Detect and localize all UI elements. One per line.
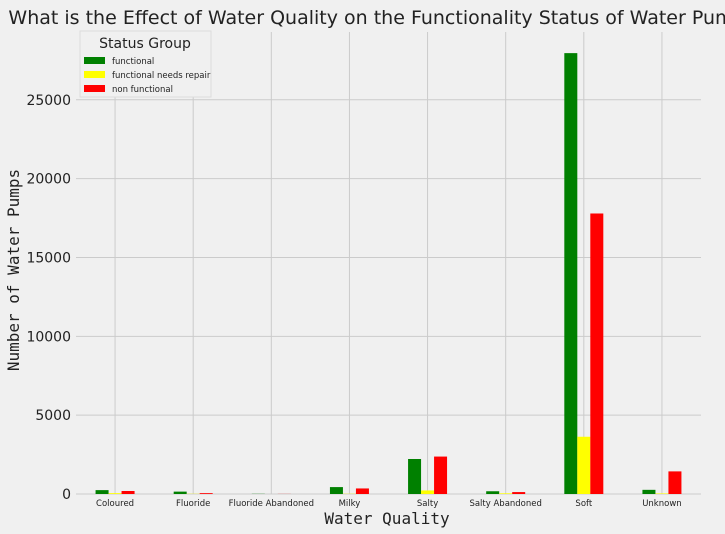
bar-functional [564,53,578,495]
legend-label: functional [112,57,154,67]
bar-functional [329,487,343,494]
x-tick-label: Unknown [642,499,681,509]
bars [95,53,682,495]
bar-functional [486,491,500,494]
legend-label: non functional [112,85,173,95]
bar-non-functional [121,491,135,494]
bar-functional-needs-repair [499,493,513,494]
x-tick-label: Coloured [96,499,134,509]
x-tick-label: Salty Abandoned [469,499,541,509]
legend: Status Group functional functional needs … [79,30,212,98]
chart-title: What is the Effect of Water Quality on t… [8,7,725,29]
y-tick-label: 15000 [26,250,71,266]
x-tick-label: Milky [339,499,361,509]
x-tick-label: Fluoride [176,499,210,509]
x-axis-label: Water Quality [324,509,450,528]
legend-label: functional needs repair [112,71,211,81]
bar-functional-needs-repair [421,490,435,494]
legend-swatch [84,71,105,78]
bar-functional [642,489,656,494]
bar-non-functional [434,456,448,494]
bar-non-functional [355,488,369,494]
x-axis: Coloured Fluoride Fluoride Abandoned Milky S… [96,499,682,509]
y-tick-label: 5000 [35,408,71,424]
legend-title: Status Group [99,36,191,52]
x-tick-label: Fluoride Abandoned [229,499,314,509]
bar-functional [95,490,109,494]
bar-functional [408,458,422,494]
y-tick-label: 25000 [26,93,71,109]
bar-non-functional [512,492,526,494]
bar-non-functional [590,213,604,494]
bar-non-functional [199,493,213,494]
y-tick-label: 0 [62,487,71,503]
legend-swatch [84,85,105,92]
bar-functional-needs-repair [577,436,591,494]
y-axis: 0 5000 10000 15000 20000 25000 [26,93,71,503]
x-tick-label: Soft [575,499,592,509]
y-tick-label: 20000 [26,172,71,188]
y-tick-label: 10000 [26,329,71,345]
x-tick-label: Salty [417,499,438,509]
bar-non-functional [668,471,682,494]
y-axis-label: Number of Water Pumps [4,169,23,371]
bar-functional-needs-repair [108,493,122,494]
bar-functional [173,491,187,494]
legend-swatch [84,57,105,64]
grid [76,32,701,495]
bar-functional-needs-repair [655,493,669,494]
